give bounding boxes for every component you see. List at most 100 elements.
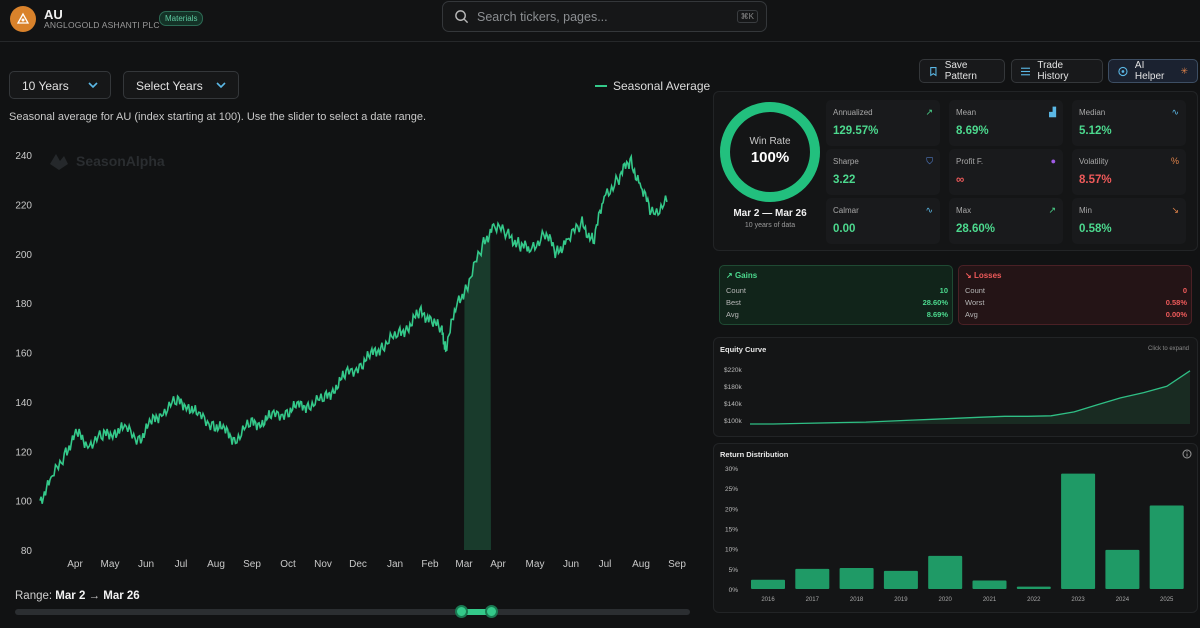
stat-card-volatility: Volatility 8.57%% <box>1072 149 1186 195</box>
percent-icon: % <box>1170 156 1179 166</box>
stat-value: 8.57% <box>1079 174 1112 186</box>
stat-label: Volatility <box>1079 157 1109 166</box>
dist-y-tick: 20% <box>725 506 738 513</box>
period-select-value: 10 Years <box>22 79 69 93</box>
stat-label: Sharpe <box>833 157 859 166</box>
list-icon <box>1021 67 1031 75</box>
ai-helper-button[interactable]: AI Helper ✳ <box>1108 59 1198 83</box>
dist-bar[interactable] <box>928 555 963 589</box>
return-distribution-chart[interactable]: 30% 25% 20% 15% 10% 5% 0% 2016 2017 2018 2019 2020 2… <box>713 460 1198 610</box>
losses-row: Worst 0.58% <box>965 298 1187 307</box>
stat-value: 0.58% <box>1079 223 1112 235</box>
pulse-icon: ∿ <box>925 205 933 215</box>
trend-down-icon: ↘ <box>1171 205 1179 215</box>
x-tick-label: Jul <box>175 559 188 570</box>
range-slider-start-handle[interactable] <box>454 605 468 618</box>
gains-row: Best 28.60% <box>726 298 948 307</box>
info-icon[interactable] <box>1182 449 1192 459</box>
losses-row-label: Worst <box>965 298 985 307</box>
search-box[interactable]: ⌘K <box>442 1 767 32</box>
y-tick-label: 200 <box>15 250 32 261</box>
gains-row-value: 28.60% <box>922 298 948 307</box>
x-tick-label: Nov <box>314 559 332 570</box>
stat-label: Calmar <box>833 206 859 215</box>
dist-y-tick: 10% <box>725 547 738 554</box>
stat-label: Mean <box>956 108 977 117</box>
losses-row: Count 0 <box>965 286 1187 295</box>
trade-history-button[interactable]: Trade History <box>1011 59 1103 83</box>
x-tick-label: Aug <box>632 559 650 570</box>
x-tick-label: Sep <box>243 559 261 570</box>
losses-title: ↘ Losses <box>965 271 1002 280</box>
dist-x-tick: 2016 <box>761 597 775 603</box>
dist-bar[interactable] <box>1061 473 1096 589</box>
x-tick-label: Mar <box>455 559 473 570</box>
seasonal-chart[interactable]: 80 100 120 140 160 180 200 220 240 Apr May Jun Jul Au… <box>0 140 705 580</box>
activity-icon: ∿ <box>1171 107 1179 117</box>
dist-bar[interactable] <box>1105 549 1140 589</box>
range-prefix: Range: <box>15 590 53 602</box>
y-tick-label: 180 <box>15 299 32 310</box>
gains-row-label: Count <box>726 286 747 295</box>
seasonal-average-line <box>39 153 668 504</box>
search-input[interactable] <box>477 8 727 26</box>
stat-label: Profit F. <box>956 157 984 166</box>
dist-x-tick: 2020 <box>939 597 953 603</box>
ticker-symbol: AU <box>44 7 63 22</box>
x-tick-label: Apr <box>490 559 506 570</box>
period-select[interactable]: 10 Years <box>9 71 111 99</box>
x-tick-label: Jul <box>599 559 612 570</box>
dist-y-tick: 0% <box>729 587 739 594</box>
equity-curve-chart[interactable] <box>750 362 1192 428</box>
range-end: Mar 26 <box>103 590 140 602</box>
gains-row-value: 10 <box>939 286 948 295</box>
dist-bar[interactable] <box>883 570 918 589</box>
stat-card-calmar: Calmar 0.00 ∿ <box>826 198 940 244</box>
trend-up-icon: ↗ <box>1048 205 1056 215</box>
dist-bar[interactable] <box>1149 505 1184 589</box>
stat-card-profit-f: Profit F. ∞ ● <box>949 149 1063 195</box>
losses-row-value: 0.58% <box>1165 298 1187 307</box>
ai-helper-label: AI Helper <box>1134 60 1165 82</box>
y-tick-label: 80 <box>21 546 33 557</box>
sector-badge[interactable]: Materials <box>159 11 204 26</box>
gains-row-label: Avg <box>726 310 739 319</box>
dist-x-tick: 2025 <box>1160 597 1174 603</box>
stat-card-max: Max 28.60% ↗ <box>949 198 1063 244</box>
y-tick-label: 100 <box>15 497 32 508</box>
win-rate-ring <box>720 102 820 202</box>
y-tick-label: 140 <box>15 398 32 409</box>
dist-x-tick: 2021 <box>983 597 997 603</box>
save-pattern-button[interactable]: Save Pattern <box>919 59 1005 83</box>
return-distribution-title: Return Distribution <box>720 450 789 459</box>
dist-bar[interactable] <box>751 579 785 589</box>
trade-history-label: Trade History <box>1037 60 1069 82</box>
years-note: 10 years of data <box>744 222 796 229</box>
bar-chart-icon: ▟ <box>1049 107 1056 117</box>
years-select-value: Select Years <box>136 79 203 93</box>
range-slider-track[interactable] <box>15 609 690 615</box>
dist-bar[interactable] <box>839 568 874 589</box>
dist-bar[interactable] <box>1016 586 1051 589</box>
years-select[interactable]: Select Years <box>123 71 239 99</box>
legend-swatch <box>595 85 607 87</box>
equity-y-tick: $220k <box>724 367 742 374</box>
equity-curve-title: Equity Curve <box>720 345 767 354</box>
range-slider-end-handle[interactable] <box>484 605 498 618</box>
expand-hint[interactable]: Click to expand <box>1148 346 1190 352</box>
dist-x-tick: 2023 <box>1071 597 1085 603</box>
dist-bar[interactable] <box>972 580 1007 589</box>
chart-legend[interactable]: Seasonal Average <box>595 79 710 93</box>
dist-bar[interactable] <box>795 568 830 589</box>
stat-value: ∞ <box>956 174 965 186</box>
equity-line <box>750 370 1191 425</box>
dist-x-tick: 2022 <box>1027 597 1041 603</box>
range-arrow: → <box>88 590 101 602</box>
dist-y-tick: 30% <box>725 466 738 473</box>
losses-box: ↘ Losses Count 0 Worst 0.58% Avg 0.00% <box>958 265 1192 325</box>
dist-x-tick: 2017 <box>806 597 820 603</box>
stat-value: 5.12% <box>1079 125 1112 137</box>
company-name: ANGLOGOLD ASHANTI PLC <box>44 20 160 30</box>
stat-card-min: Min 0.58% ↘ <box>1072 198 1186 244</box>
losses-title-text: Losses <box>973 271 1002 280</box>
